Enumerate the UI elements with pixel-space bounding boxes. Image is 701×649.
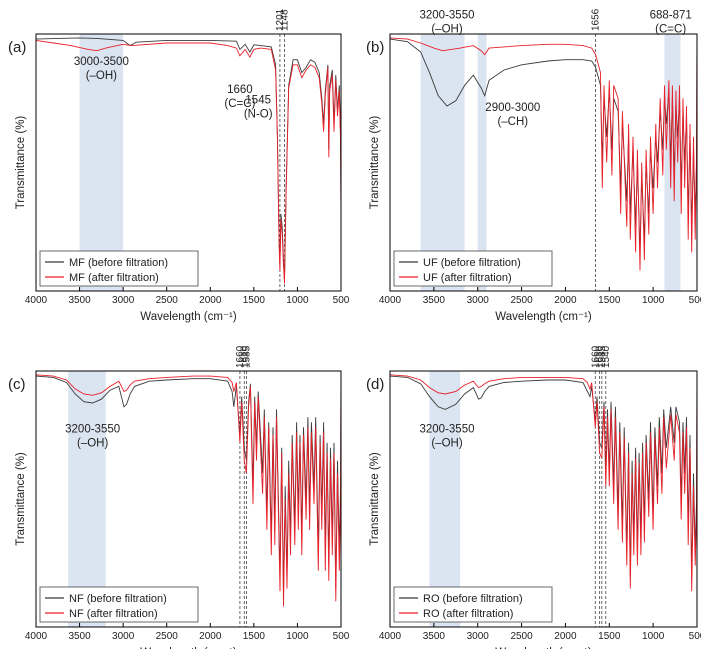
shaded-band	[79, 34, 124, 291]
legend-entry: UF (after filtration)	[423, 272, 512, 284]
plot-frame	[389, 33, 698, 292]
reference-line-label: 1660	[590, 345, 601, 368]
y-axis-label: Transmittance (%)	[15, 452, 27, 546]
reference-line-label: 1610	[595, 345, 606, 368]
panel-label: (a)	[8, 39, 26, 56]
reference-line-label: 1585	[241, 345, 252, 368]
x-axis-label: Wavelength (cm⁻¹)	[495, 311, 592, 323]
legend-entry: MF (before filtration)	[69, 257, 168, 269]
x-tick-label: 4000	[25, 631, 48, 642]
shaded-band	[420, 34, 465, 291]
x-tick-label: 1000	[642, 631, 665, 642]
x-tick-label: 3500	[423, 295, 446, 306]
shaded-band	[477, 34, 487, 291]
reference-line-label: 1610	[239, 345, 250, 368]
x-tick-label: 2500	[510, 631, 533, 642]
series-line-after	[35, 370, 342, 607]
x-tick-label: 3000	[467, 295, 490, 306]
x-tick-label: 2000	[199, 295, 222, 306]
legend-entry: MF (after filtration)	[69, 272, 159, 284]
x-tick-label: 2500	[510, 295, 533, 306]
reference-line-label: 1660	[235, 345, 246, 368]
peak-annotation: 688-871 (C=C)	[650, 10, 692, 36]
legend-entry: RO (after filtration)	[423, 608, 513, 620]
shaded-band	[429, 371, 461, 627]
plot-frame	[35, 33, 342, 292]
series-line-after	[35, 39, 342, 284]
x-tick-label: 2000	[554, 631, 577, 642]
x-tick-label: 1000	[286, 631, 309, 642]
panel-label: (c)	[8, 376, 26, 393]
reference-line-label: 1148	[280, 9, 291, 31]
series-line-after	[389, 370, 698, 592]
x-tick-label: 500	[333, 295, 350, 306]
y-axis-label: Transmittance (%)	[369, 452, 381, 546]
plot-frame	[389, 370, 698, 628]
reference-line-label: 1656	[591, 8, 602, 31]
shaded-band	[68, 371, 106, 627]
x-tick-label: 3000	[112, 295, 135, 306]
x-tick-label: 1500	[598, 631, 621, 642]
x-tick-label: 1500	[243, 295, 266, 306]
x-axis-label: Wavelength (cm⁻¹)	[495, 647, 592, 649]
peak-annotation: 3200-3550 (–OH)	[420, 423, 475, 449]
legend: MF (before filtration) MF (after filtrati…	[39, 250, 199, 287]
x-tick-label: 2000	[554, 295, 577, 306]
legend: UF (before filtration) UF (after filtrati…	[393, 250, 553, 287]
panel-label: (d)	[366, 376, 384, 393]
x-tick-label: 3500	[423, 631, 446, 642]
plot-frame	[35, 370, 342, 628]
x-tick-label: 3000	[467, 631, 490, 642]
x-tick-label: 1500	[598, 295, 621, 306]
legend: NF (before filtration) NF (after filtrati…	[39, 586, 199, 623]
x-axis-label: Wavelength (cm⁻¹)	[140, 311, 237, 323]
peak-annotation: 2900-3000 (–CH)	[485, 102, 540, 128]
legend-entry: UF (before filtration)	[423, 257, 521, 269]
x-tick-label: 2500	[156, 631, 179, 642]
x-tick-label: 2000	[199, 631, 222, 642]
legend-box	[393, 250, 553, 287]
legend: RO (before filtration) RO (after filtrati…	[393, 586, 553, 623]
legend-entry: NF (before filtration)	[69, 593, 167, 605]
x-tick-label: 500	[689, 631, 701, 642]
x-tick-label: 3500	[68, 631, 91, 642]
legend-box	[39, 586, 199, 623]
x-tick-label: 4000	[25, 295, 48, 306]
peak-annotation: 3200-3550 (–OH)	[420, 10, 475, 36]
peak-annotation: 3000-3500 (–OH)	[74, 56, 129, 82]
series-line-after	[389, 33, 698, 271]
x-tick-label: 2500	[156, 295, 179, 306]
peak-annotation: 1660 (C=C)	[224, 84, 255, 110]
reference-line-label: 1540	[601, 345, 612, 368]
x-tick-label: 4000	[379, 631, 402, 642]
panel-label: (b)	[366, 39, 384, 56]
reference-line-label: 1201	[275, 8, 286, 31]
x-tick-label: 500	[333, 631, 350, 642]
x-tick-label: 500	[689, 295, 701, 306]
x-tick-label: 3000	[112, 631, 135, 642]
legend-entry: RO (before filtration)	[423, 593, 523, 605]
reference-line-label: 1585	[597, 345, 608, 368]
y-axis-label: Transmittance (%)	[369, 116, 381, 210]
x-tick-label: 1000	[286, 295, 309, 306]
legend-box	[39, 250, 199, 287]
peak-annotation: 3200-3550 (–OH)	[65, 423, 120, 449]
x-tick-label: 1000	[642, 295, 665, 306]
x-tick-label: 3500	[68, 295, 91, 306]
x-tick-label: 4000	[379, 295, 402, 306]
x-axis-label: Wavelength (cm⁻¹)	[140, 647, 237, 649]
y-axis-label: Transmittance (%)	[15, 116, 27, 210]
x-tick-label: 1500	[243, 631, 266, 642]
chart-panel-b: 1656 4000 3500 3000 2500 2000 1500 1000 500 Wavel…	[366, 8, 701, 323]
legend-box	[393, 586, 553, 623]
peak-annotation: 1545 (N-O)	[244, 94, 273, 120]
legend-entry: NF (after filtration)	[69, 608, 158, 620]
